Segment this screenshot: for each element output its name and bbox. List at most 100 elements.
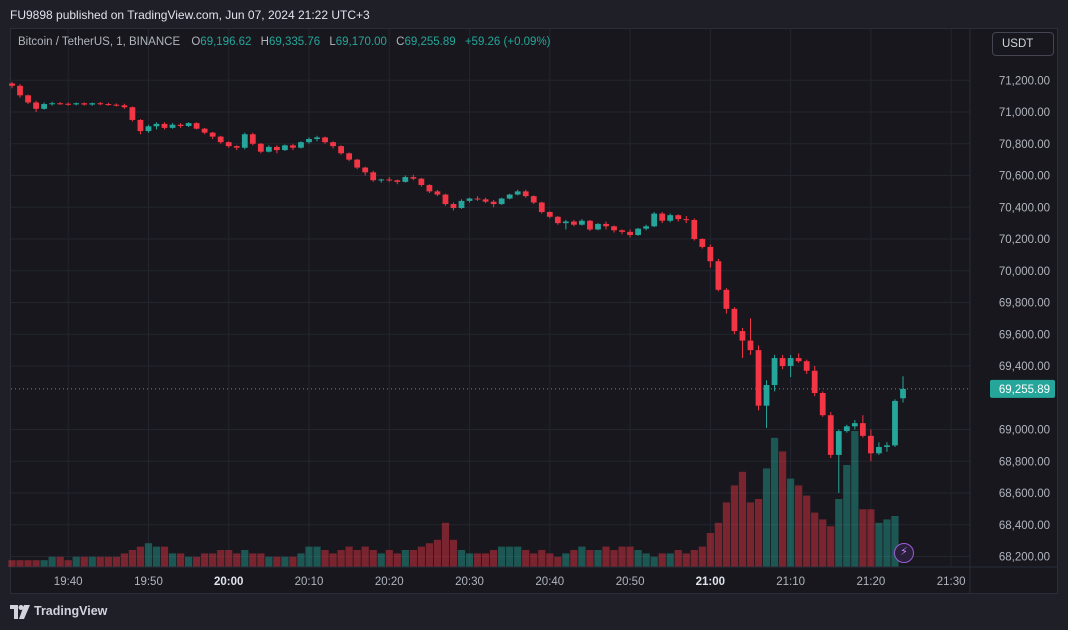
volume-bar bbox=[554, 556, 562, 567]
volume-bar bbox=[610, 550, 618, 567]
volume-bar bbox=[490, 550, 498, 567]
candle bbox=[426, 185, 433, 192]
chart-panel[interactable] bbox=[10, 28, 1058, 594]
volume-bar bbox=[827, 526, 835, 567]
candle bbox=[25, 95, 31, 103]
candle bbox=[274, 146, 280, 151]
candle bbox=[177, 124, 184, 126]
time-tick-label: 20:00 bbox=[214, 576, 243, 588]
volume-bar bbox=[297, 553, 305, 567]
volume-bar bbox=[754, 499, 763, 567]
footer-brand[interactable]: TradingView bbox=[34, 604, 108, 618]
candle bbox=[137, 119, 144, 132]
time-tick-label: 21:10 bbox=[776, 576, 805, 588]
open-value: 69,196.62 bbox=[200, 36, 252, 48]
candle bbox=[257, 143, 264, 152]
volume-bar bbox=[160, 546, 169, 567]
candle bbox=[241, 134, 248, 148]
volume-bar bbox=[281, 556, 289, 567]
price-tick-label: 71,200.00 bbox=[999, 75, 1050, 87]
candle bbox=[763, 385, 770, 406]
volume-bar bbox=[16, 560, 24, 567]
candle bbox=[298, 142, 304, 148]
volume-bar bbox=[353, 550, 361, 567]
volume-bar bbox=[465, 553, 474, 567]
volume-bar bbox=[425, 543, 434, 567]
candle bbox=[571, 221, 577, 225]
volume-bar bbox=[787, 478, 795, 567]
candle bbox=[346, 153, 353, 160]
volume-bar bbox=[96, 556, 104, 567]
candle bbox=[33, 102, 39, 109]
volume-bar bbox=[441, 522, 450, 567]
volume-bar bbox=[891, 516, 899, 567]
time-tick-label: 21:20 bbox=[857, 576, 886, 588]
volume-bar bbox=[658, 553, 666, 567]
candle bbox=[538, 202, 545, 213]
price-tick-label: 69,400.00 bbox=[999, 361, 1050, 373]
volume-bar bbox=[562, 553, 570, 567]
volume-bar bbox=[570, 550, 578, 567]
time-tick-label: 20:10 bbox=[295, 576, 324, 588]
lightning-bolt-icon[interactable]: ⚡ bbox=[894, 543, 914, 563]
candle bbox=[249, 134, 256, 144]
tradingview-logo-icon bbox=[10, 605, 30, 619]
candle bbox=[57, 103, 64, 105]
volume-bar bbox=[321, 550, 329, 567]
volume-bar bbox=[128, 550, 137, 567]
candle bbox=[225, 142, 232, 147]
volume-bar bbox=[193, 556, 201, 567]
candle bbox=[450, 204, 457, 209]
volume-bar bbox=[32, 560, 40, 567]
candle bbox=[402, 177, 409, 182]
candle bbox=[474, 198, 481, 200]
time-tick-label: 21:30 bbox=[937, 576, 966, 588]
volume-bar bbox=[217, 550, 225, 567]
candle bbox=[330, 142, 336, 147]
price-tick-label: 70,200.00 bbox=[999, 234, 1050, 246]
volume-bar bbox=[168, 553, 177, 567]
volume-bar bbox=[706, 533, 714, 567]
candle bbox=[354, 159, 361, 168]
price-tick-label: 69,800.00 bbox=[999, 298, 1050, 310]
candle bbox=[89, 103, 96, 105]
price-tick-label: 70,400.00 bbox=[999, 202, 1050, 214]
high-label: H bbox=[260, 36, 269, 48]
volume-bar bbox=[730, 485, 739, 567]
candle bbox=[73, 103, 80, 105]
candle bbox=[723, 289, 730, 309]
candle bbox=[827, 415, 834, 455]
candle bbox=[835, 431, 842, 455]
candle bbox=[458, 200, 465, 209]
candle bbox=[217, 136, 224, 143]
currency-button[interactable]: USDT bbox=[992, 32, 1054, 56]
candle bbox=[803, 361, 810, 371]
volume-bar bbox=[770, 437, 779, 567]
time-tick-label: 19:40 bbox=[54, 576, 83, 588]
candle bbox=[530, 196, 537, 203]
candle bbox=[579, 220, 585, 225]
candle bbox=[498, 198, 505, 205]
volume-bar bbox=[88, 556, 96, 567]
publisher-header: FU9898 published on TradingView.com, Jun… bbox=[0, 0, 1068, 28]
volume-bar bbox=[506, 546, 514, 567]
candle bbox=[787, 358, 794, 366]
ohlc-legend: Bitcoin / TetherUS, 1, BINANCE O69,196.6… bbox=[18, 36, 557, 48]
volume-bar bbox=[24, 560, 32, 567]
volume-bar bbox=[530, 553, 538, 567]
price-tick-label: 68,400.00 bbox=[999, 520, 1050, 532]
candle bbox=[859, 423, 866, 436]
candle bbox=[562, 221, 569, 224]
volume-bar bbox=[762, 468, 771, 567]
candle bbox=[209, 132, 216, 137]
volume-bar bbox=[201, 553, 209, 567]
volume-bar bbox=[401, 550, 409, 567]
volume-bar bbox=[305, 546, 313, 567]
symbol-description[interactable]: Bitcoin / TetherUS, 1, BINANCE bbox=[18, 36, 181, 48]
volume-bar bbox=[875, 522, 883, 567]
candle bbox=[506, 194, 513, 199]
candle bbox=[410, 177, 417, 179]
candle bbox=[731, 308, 738, 332]
volume-bar bbox=[457, 550, 466, 567]
